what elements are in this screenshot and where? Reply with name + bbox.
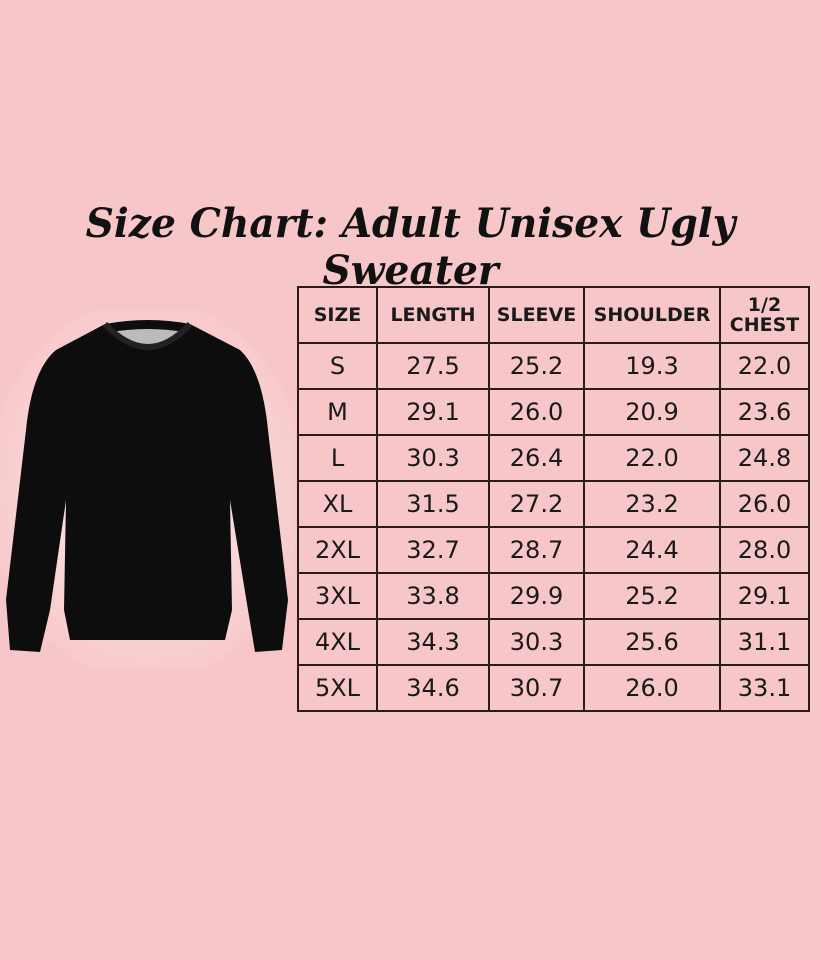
cell-sleeve: 26.0	[488, 388, 585, 436]
cell-length: 31.5	[376, 480, 490, 528]
cell-size: 3XL	[297, 572, 378, 620]
header-half-chest: 1/2 CHEST	[719, 286, 810, 344]
table-header-row: SIZE LENGTH SLEEVE SHOULDER 1/2 CHEST	[297, 286, 810, 344]
cell-shoulder: 23.2	[583, 480, 721, 528]
cell-length: 30.3	[376, 434, 490, 482]
cell-half-chest: 26.0	[719, 480, 810, 528]
cell-half-chest: 24.8	[719, 434, 810, 482]
cell-shoulder: 25.2	[583, 572, 721, 620]
cell-size: 4XL	[297, 618, 378, 666]
table-row: M 29.1 26.0 20.9 23.6	[297, 388, 810, 436]
cell-sleeve: 30.3	[488, 618, 585, 666]
cell-length: 34.6	[376, 664, 490, 712]
cell-half-chest: 23.6	[719, 388, 810, 436]
page-title: Size Chart: Adult Unisex Ugly Sweater	[85, 200, 736, 294]
cell-length: 27.5	[376, 342, 490, 390]
cell-shoulder: 20.9	[583, 388, 721, 436]
table-row: 5XL 34.6 30.7 26.0 33.1	[297, 664, 810, 712]
sweater-image	[0, 310, 295, 670]
table-row: 3XL 33.8 29.9 25.2 29.1	[297, 572, 810, 620]
cell-size: M	[297, 388, 378, 436]
cell-half-chest: 22.0	[719, 342, 810, 390]
cell-sleeve: 25.2	[488, 342, 585, 390]
cell-size: L	[297, 434, 378, 482]
table-row: 4XL 34.3 30.3 25.6 31.1	[297, 618, 810, 666]
cell-half-chest: 31.1	[719, 618, 810, 666]
table-row: S 27.5 25.2 19.3 22.0	[297, 342, 810, 390]
cell-sleeve: 28.7	[488, 526, 585, 574]
header-shoulder: SHOULDER	[583, 286, 721, 344]
cell-shoulder: 25.6	[583, 618, 721, 666]
header-size: SIZE	[297, 286, 378, 344]
table-row: 2XL 32.7 28.7 24.4 28.0	[297, 526, 810, 574]
cell-shoulder: 26.0	[583, 664, 721, 712]
cell-size: XL	[297, 480, 378, 528]
cell-half-chest: 28.0	[719, 526, 810, 574]
cell-sleeve: 30.7	[488, 664, 585, 712]
cell-shoulder: 24.4	[583, 526, 721, 574]
cell-shoulder: 19.3	[583, 342, 721, 390]
cell-half-chest: 33.1	[719, 664, 810, 712]
cell-length: 34.3	[376, 618, 490, 666]
cell-size: 5XL	[297, 664, 378, 712]
cell-shoulder: 22.0	[583, 434, 721, 482]
cell-sleeve: 26.4	[488, 434, 585, 482]
table-row: L 30.3 26.4 22.0 24.8	[297, 434, 810, 482]
cell-size: S	[297, 342, 378, 390]
cell-half-chest: 29.1	[719, 572, 810, 620]
cell-sleeve: 29.9	[488, 572, 585, 620]
header-length: LENGTH	[376, 286, 490, 344]
table-row: XL 31.5 27.2 23.2 26.0	[297, 480, 810, 528]
cell-length: 32.7	[376, 526, 490, 574]
cell-sleeve: 27.2	[488, 480, 585, 528]
cell-length: 33.8	[376, 572, 490, 620]
cell-size: 2XL	[297, 526, 378, 574]
header-sleeve: SLEEVE	[488, 286, 585, 344]
cell-length: 29.1	[376, 388, 490, 436]
